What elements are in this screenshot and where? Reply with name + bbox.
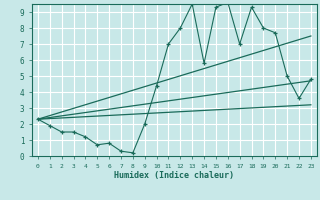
- X-axis label: Humidex (Indice chaleur): Humidex (Indice chaleur): [115, 171, 234, 180]
